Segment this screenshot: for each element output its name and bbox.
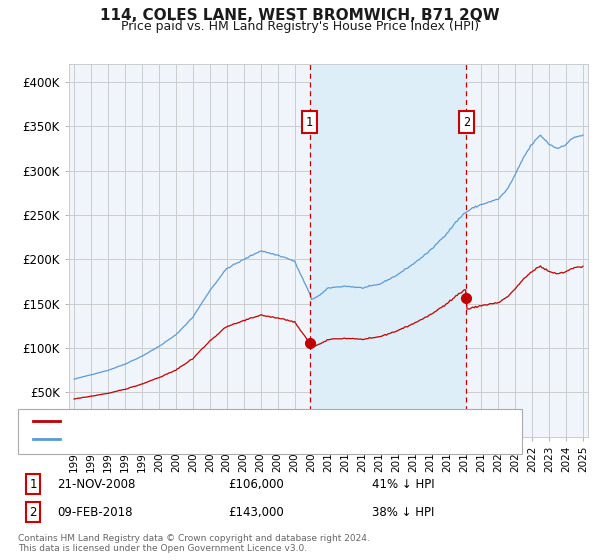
Text: 38% ↓ HPI: 38% ↓ HPI <box>372 506 434 519</box>
Text: 21-NOV-2008: 21-NOV-2008 <box>57 478 136 491</box>
Text: 1: 1 <box>306 115 313 129</box>
Text: 09-FEB-2018: 09-FEB-2018 <box>57 506 133 519</box>
Text: 114, COLES LANE, WEST BROMWICH, B71 2QW: 114, COLES LANE, WEST BROMWICH, B71 2QW <box>100 8 500 24</box>
Text: 2: 2 <box>463 115 470 129</box>
Text: 2: 2 <box>29 506 37 519</box>
Text: 114, COLES LANE, WEST BROMWICH, B71 2QW (detached house): 114, COLES LANE, WEST BROMWICH, B71 2QW … <box>66 414 452 427</box>
Text: Price paid vs. HM Land Registry's House Price Index (HPI): Price paid vs. HM Land Registry's House … <box>121 20 479 32</box>
Text: 41% ↓ HPI: 41% ↓ HPI <box>372 478 434 491</box>
Text: 1: 1 <box>29 478 37 491</box>
Text: £143,000: £143,000 <box>228 506 284 519</box>
Bar <box>310 64 466 437</box>
Text: £106,000: £106,000 <box>228 478 284 491</box>
Text: Contains HM Land Registry data © Crown copyright and database right 2024.
This d: Contains HM Land Registry data © Crown c… <box>18 534 370 553</box>
Text: HPI: Average price, detached house, Sandwell: HPI: Average price, detached house, Sand… <box>66 432 337 446</box>
